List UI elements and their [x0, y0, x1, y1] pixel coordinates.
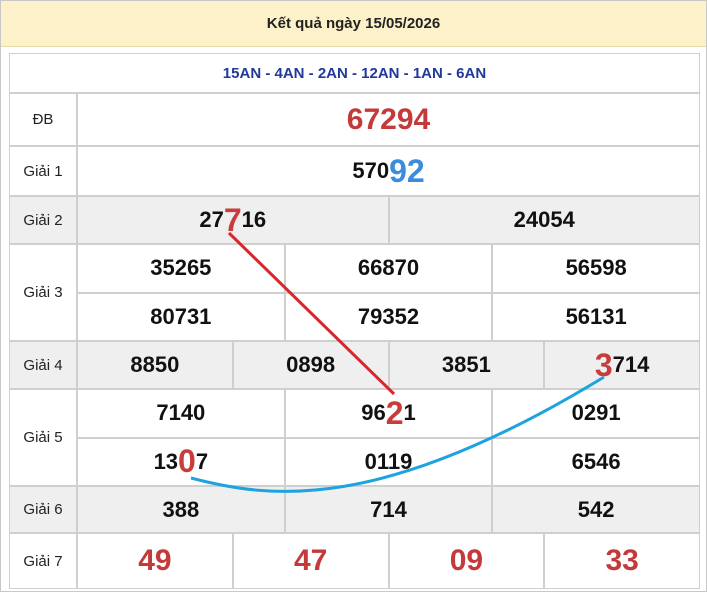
- number-cell: 388: [77, 486, 285, 533]
- number-cell: 0291: [492, 389, 700, 438]
- prize-label: Giải 3: [9, 244, 77, 341]
- number-cell: 79352: [284, 292, 493, 341]
- number-cell: 13 0 7: [77, 437, 285, 486]
- number-cell: 80731: [77, 292, 285, 341]
- highlight-digit: 0: [178, 443, 196, 480]
- highlight-digit: 3: [594, 346, 613, 383]
- prize-label: Giải 4: [9, 341, 77, 389]
- number-cell: 542: [492, 486, 700, 533]
- number-cell: 35265: [77, 244, 285, 293]
- title: Kết quả ngày 15/05/2026: [1, 1, 706, 47]
- digits: 13: [153, 448, 179, 474]
- prize-label: Giải 1: [9, 146, 77, 196]
- number-cell: 24054: [388, 196, 700, 244]
- number-cell: 8850: [77, 341, 233, 389]
- number-cell: 67294: [77, 93, 700, 146]
- number-cell: 0119: [284, 437, 493, 486]
- digits: 570: [352, 158, 390, 183]
- prize-label: Giải 7: [9, 533, 77, 589]
- digits: 7: [195, 448, 209, 474]
- number-cell: 09: [388, 533, 545, 589]
- number-cell: 56598: [492, 244, 700, 293]
- highlight-digit: 7: [223, 201, 242, 238]
- number-cell: 56131: [492, 292, 700, 341]
- digits: 714: [612, 352, 650, 377]
- number-cell: 49: [77, 533, 233, 589]
- number-cell: 33: [544, 533, 700, 589]
- number-cell: 3851: [388, 341, 545, 389]
- number-cell: 96 2 1: [284, 389, 493, 438]
- number-cell: 47: [232, 533, 389, 589]
- number-cell: 6546: [492, 437, 700, 486]
- prize-label: Giải 2: [9, 196, 77, 244]
- number-cell: 7140: [77, 389, 285, 438]
- digits: 27: [199, 207, 224, 232]
- digits: 1: [403, 400, 416, 426]
- prize-label: ĐB: [9, 93, 77, 146]
- number-cell: 66870: [284, 244, 493, 293]
- number-cell: 3 714: [544, 341, 700, 389]
- number-cell: 714: [284, 486, 493, 533]
- highlight-digit: 92: [389, 152, 425, 189]
- highlight-digit: 2: [385, 394, 404, 431]
- number-cell: 27 7 16: [77, 196, 389, 244]
- number-cell: 570 92: [77, 146, 700, 196]
- prize-label: Giải 6: [9, 486, 77, 533]
- prize-label: Giải 5: [9, 389, 77, 486]
- digits: 96: [361, 400, 386, 426]
- number-cell: 0898: [232, 341, 389, 389]
- digits: 16: [241, 207, 267, 232]
- codes-row: 15AN - 4AN - 2AN - 12AN - 1AN - 6AN: [9, 53, 700, 93]
